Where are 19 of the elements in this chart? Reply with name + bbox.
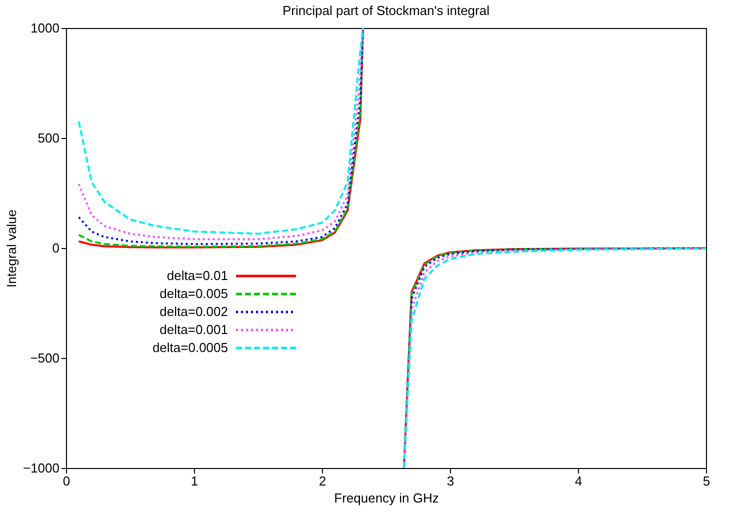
legend-label: delta=0.002	[160, 304, 228, 319]
x-tick-label: 2	[318, 474, 326, 488]
x-tick-label: 5	[702, 474, 710, 488]
y-tick-label: 1000	[30, 20, 60, 36]
y-tick-label: 500	[38, 130, 60, 146]
x-axis-title: Frequency in GHz	[334, 490, 439, 506]
y-tick-label: 0	[52, 240, 60, 256]
x-tick-label: 3	[446, 474, 454, 488]
legend-label: delta=0.01	[166, 268, 228, 283]
legend-label: delta=0.001	[160, 322, 228, 337]
legend-label: delta=0.0005	[152, 340, 228, 355]
x-tick-label: 0	[62, 474, 70, 488]
y-tick-label: −1000	[22, 460, 60, 476]
y-tick-label: −500	[30, 350, 60, 366]
y-axis-title: Integral value	[4, 209, 19, 288]
chart-title: Principal part of Stockman's integral	[282, 3, 490, 18]
x-tick-label: 4	[574, 474, 582, 488]
x-tick-label: 1	[190, 474, 198, 488]
legend-label: delta=0.005	[160, 286, 228, 301]
